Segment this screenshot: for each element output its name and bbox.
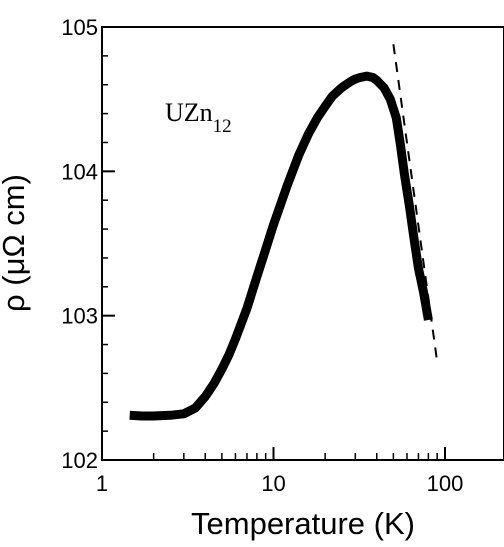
series-layer: [129, 44, 439, 421]
y-tick-label: 105: [61, 15, 98, 40]
plot-border: [101, 26, 504, 461]
y-tick-label: 104: [61, 159, 98, 184]
y-tick-label: 103: [61, 304, 98, 329]
y-axis-ticks: 102 103 104 105: [61, 15, 115, 473]
y-axis-label: ρ (μΩ cm): [0, 174, 31, 312]
x-tick-label: 1: [96, 471, 108, 496]
plot-frame: [101, 26, 504, 461]
fit-dashed-line: [392, 44, 439, 363]
x-tick-label: 100: [427, 471, 464, 496]
resistivity-curve: [129, 71, 433, 421]
x-axis-label: Temperature (K): [191, 506, 415, 541]
compound-annotation: UZn12: [165, 98, 232, 137]
y-tick-label: 102: [61, 448, 98, 473]
x-axis-ticks: 1 10 100: [96, 447, 463, 496]
x-tick-label: 10: [261, 471, 285, 496]
